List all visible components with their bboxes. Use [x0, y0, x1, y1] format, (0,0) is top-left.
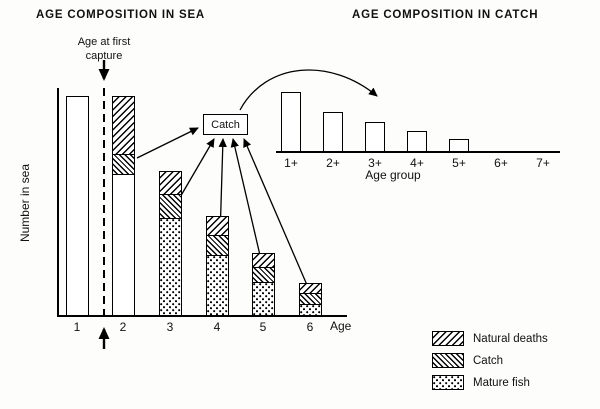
legend-label: Mature fish [473, 376, 530, 389]
catch-bar-4+ [407, 131, 427, 152]
sea-bar-age-3 [159, 171, 182, 316]
bar-segment-catch [253, 267, 274, 282]
sea-bar-age-1 [66, 96, 89, 316]
legend: Natural deaths Catch Mature fish [432, 331, 548, 390]
catch-bar-1+ [281, 92, 301, 152]
catch-x-axis-label: Age group [365, 168, 421, 182]
catch-box-label: Catch [211, 118, 240, 131]
catch-axis-tick-1+: 1+ [284, 156, 298, 170]
sea-bar-age-4 [206, 216, 229, 316]
sea-axis-tick-5: 5 [259, 320, 267, 334]
catch-axis-tick-3+: 3+ [368, 156, 382, 170]
sea-y-axis-label: Number in sea [18, 163, 32, 243]
legend-item-natural-deaths: Natural deaths [432, 331, 548, 346]
bar-segment-plain [67, 97, 88, 315]
legend-swatch-natural-deaths [432, 331, 464, 346]
catch-axis-tick-4+: 4+ [410, 156, 424, 170]
sea-chart-title: AGE COMPOSITION IN SEA [36, 9, 206, 21]
catch-x-axis [276, 151, 560, 153]
bar-segment-mature [160, 218, 181, 315]
catch-axis-tick-7+: 7+ [536, 156, 550, 170]
catch-axis-tick-5+: 5+ [452, 156, 466, 170]
catch-bar-5+ [449, 139, 469, 152]
age-at-first-capture-label: Age at first capture [77, 36, 131, 62]
bar-segment-catch [300, 293, 321, 304]
sea-axis-tick-4: 4 [213, 320, 221, 334]
sea-axis-tick-1: 1 [73, 320, 81, 334]
sea-axis-tick-6: 6 [306, 320, 314, 334]
legend-item-mature: Mature fish [432, 375, 548, 390]
bar-segment-catch [207, 235, 228, 255]
catch-bar-2+ [323, 112, 343, 152]
arrow-catch-box-to-catch-chart [239, 69, 378, 111]
bar-segment-catch [160, 194, 181, 218]
arrow-age5-catch-to-box [230, 138, 263, 265]
bar-segment-natural-deaths [207, 217, 228, 235]
bar-segment-mature [300, 304, 321, 315]
bar-segment-mature [207, 255, 228, 315]
arrow-age2-catch-to-box [136, 127, 199, 159]
arrow-age3-catch-to-box [178, 138, 215, 200]
sea-x-axis-label: Age [330, 319, 352, 333]
catch-bar-3+ [365, 122, 385, 152]
bar-segment-plain [113, 174, 134, 315]
sea-y-axis [57, 88, 59, 317]
sea-axis-tick-3: 3 [166, 320, 174, 334]
catch-box: Catch [203, 114, 248, 135]
catch-chart-title: AGE COMPOSITION IN CATCH [352, 9, 539, 21]
bar-segment-natural-deaths [253, 254, 274, 267]
sea-axis-tick-2: 2 [119, 320, 127, 334]
catch-axis-tick-6+: 6+ [494, 156, 508, 170]
catch-axis-tick-2+: 2+ [326, 156, 340, 170]
age-at-first-capture-line [103, 88, 105, 315]
sea-x-axis [57, 315, 347, 317]
legend-label: Natural deaths [473, 332, 548, 345]
bar-segment-natural-deaths [300, 284, 321, 293]
legend-swatch-catch [432, 353, 464, 368]
legend-swatch-mature [432, 375, 464, 390]
bar-segment-natural-deaths [160, 172, 181, 194]
sea-bar-age-6 [299, 283, 322, 316]
legend-item-catch: Catch [432, 353, 548, 368]
sea-bar-age-5 [252, 253, 275, 316]
sea-bar-age-2 [112, 96, 135, 316]
bar-segment-mature [253, 282, 274, 315]
bar-segment-natural-deaths [113, 97, 134, 154]
legend-label: Catch [473, 354, 504, 367]
bar-segment-catch [113, 154, 134, 174]
